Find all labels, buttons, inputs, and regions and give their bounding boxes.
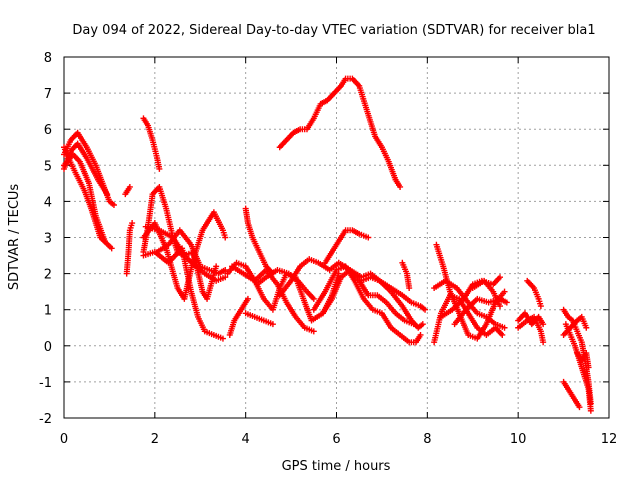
- grid: [64, 57, 609, 418]
- series-s12: [154, 227, 229, 277]
- y-tick-label: -2: [39, 412, 52, 427]
- data-point: [501, 288, 508, 295]
- y-tick-label: 4: [44, 195, 52, 210]
- data-point: [497, 274, 503, 281]
- series-s22: [322, 227, 372, 266]
- series-s36: [560, 378, 583, 411]
- data-point: [156, 165, 163, 172]
- data-point: [587, 407, 594, 414]
- data-point: [101, 238, 108, 245]
- series-s7: [140, 115, 163, 172]
- series-s13: [226, 295, 251, 338]
- series-s25: [399, 259, 413, 292]
- series-s20: [310, 263, 424, 346]
- data-point: [417, 331, 424, 338]
- data-point: [419, 321, 426, 328]
- series-s21: [319, 266, 417, 328]
- x-tick-label: 6: [332, 432, 340, 447]
- series-s4: [61, 140, 111, 198]
- data-point: [269, 321, 276, 328]
- x-tick-label: 12: [601, 432, 618, 447]
- series-s30: [451, 295, 510, 328]
- series-s9: [140, 209, 229, 302]
- data-point: [499, 331, 506, 338]
- x-tick-label: 4: [242, 432, 250, 447]
- x-tick-label: 8: [423, 432, 431, 447]
- data-point: [501, 324, 508, 331]
- data-point: [222, 266, 229, 273]
- series-s2: [61, 144, 115, 252]
- axes: [63, 56, 610, 419]
- data-point: [583, 324, 590, 331]
- plot-border: [63, 56, 610, 419]
- series-s5: [122, 183, 133, 198]
- data-series: [61, 75, 594, 414]
- series-s6: [123, 220, 136, 277]
- data-point: [222, 234, 229, 241]
- y-tick-label: 6: [44, 123, 52, 138]
- y-tick-label: 1: [44, 304, 52, 319]
- y-tick-label: -1: [39, 376, 52, 391]
- y-tick-label: 2: [44, 268, 52, 283]
- x-axis-label: GPS time / hours: [282, 459, 391, 474]
- y-axis-label: SDTVAR / TECUs: [7, 184, 22, 291]
- y-tick-label: 7: [44, 87, 52, 102]
- y-tick-label: 0: [44, 340, 52, 355]
- data-point: [365, 234, 372, 241]
- series-s28: [431, 277, 508, 331]
- series-s31: [469, 277, 503, 310]
- data-point: [497, 303, 503, 310]
- series-s38: [560, 313, 590, 338]
- series-s17: [242, 310, 276, 328]
- data-point: [576, 404, 583, 411]
- data-point: [222, 274, 229, 281]
- y-tick-label: 5: [44, 159, 52, 174]
- data-point: [219, 335, 226, 342]
- data-point: [422, 306, 429, 313]
- x-tick-label: 2: [151, 432, 159, 447]
- data-point: [410, 321, 417, 328]
- series-s34: [524, 277, 544, 310]
- y-tick-label: 8: [44, 51, 52, 66]
- data-point: [129, 220, 136, 227]
- data-point: [585, 364, 592, 371]
- data-point: [126, 183, 133, 190]
- series-s16: [242, 205, 276, 277]
- x-tick-label: 0: [60, 432, 68, 447]
- data-point: [310, 295, 317, 302]
- data-point: [397, 183, 404, 190]
- data-point: [406, 285, 413, 292]
- series-s23: [358, 274, 429, 313]
- data-point: [537, 303, 544, 310]
- data-point: [310, 328, 317, 335]
- chart-title: Day 094 of 2022, Sidereal Day-to-day VTE…: [72, 23, 595, 38]
- data-point: [244, 295, 251, 302]
- data-point: [110, 202, 117, 209]
- data-point: [540, 321, 547, 328]
- series-s24: [276, 75, 404, 190]
- series-s39: [574, 350, 592, 371]
- data-point: [104, 191, 111, 198]
- x-tick-label: 10: [510, 432, 527, 447]
- data-point: [503, 299, 510, 306]
- series-s33: [515, 313, 547, 346]
- y-tick-label: 3: [44, 232, 52, 247]
- data-point: [108, 245, 115, 252]
- series-s18: [254, 266, 317, 302]
- data-point: [213, 263, 220, 270]
- data-point: [540, 339, 547, 346]
